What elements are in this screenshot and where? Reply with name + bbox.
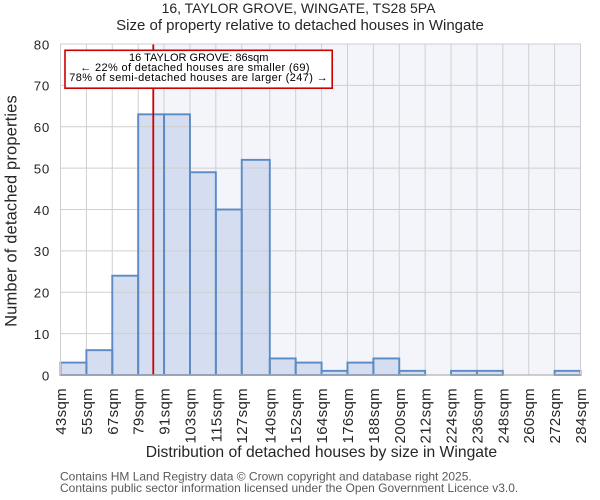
svg-text:40: 40: [34, 203, 50, 218]
svg-text:43sqm: 43sqm: [53, 388, 70, 435]
svg-text:176sqm: 176sqm: [340, 388, 357, 443]
svg-text:224sqm: 224sqm: [444, 388, 461, 443]
svg-text:115sqm: 115sqm: [208, 388, 225, 442]
svg-text:212sqm: 212sqm: [418, 388, 435, 443]
svg-text:16 TAYLOR GROVE: 86sqm: 16 TAYLOR GROVE: 86sqm: [129, 52, 268, 64]
svg-text:103sqm: 103sqm: [182, 388, 199, 443]
svg-text:Contains public sector informa: Contains public sector information licen…: [60, 481, 518, 495]
svg-text:91sqm: 91sqm: [157, 388, 174, 435]
svg-text:78% of semi-detached houses ar: 78% of semi-detached houses are larger (…: [69, 72, 328, 84]
svg-text:284sqm: 284sqm: [573, 388, 590, 443]
svg-text:260sqm: 260sqm: [521, 388, 538, 443]
svg-text:70: 70: [34, 79, 50, 94]
svg-text:164sqm: 164sqm: [314, 388, 331, 443]
svg-text:30: 30: [34, 244, 50, 259]
svg-text:200sqm: 200sqm: [392, 388, 409, 443]
svg-text:236sqm: 236sqm: [469, 388, 486, 443]
svg-text:80: 80: [34, 37, 50, 52]
svg-text:20: 20: [34, 286, 50, 301]
svg-text:Size of property relative to d: Size of property relative to detached ho…: [116, 17, 484, 34]
svg-text:16, TAYLOR GROVE, WINGATE, TS2: 16, TAYLOR GROVE, WINGATE, TS28 5PA: [162, 0, 437, 16]
svg-text:127sqm: 127sqm: [234, 388, 251, 443]
svg-text:272sqm: 272sqm: [547, 388, 564, 443]
svg-text:248sqm: 248sqm: [495, 388, 512, 443]
svg-text:79sqm: 79sqm: [131, 388, 148, 435]
svg-text:55sqm: 55sqm: [79, 388, 96, 435]
svg-text:10: 10: [34, 327, 50, 342]
svg-text:60: 60: [34, 120, 50, 135]
svg-text:140sqm: 140sqm: [262, 388, 279, 443]
svg-text:← 22% of detached houses are s: ← 22% of detached houses are smaller (69…: [80, 62, 310, 74]
svg-text:152sqm: 152sqm: [288, 388, 305, 443]
svg-text:Number of detached properties: Number of detached properties: [3, 95, 21, 327]
svg-text:Contains HM Land Registry data: Contains HM Land Registry data © Crown c…: [60, 470, 472, 484]
svg-text:188sqm: 188sqm: [366, 388, 383, 443]
svg-text:67sqm: 67sqm: [105, 388, 122, 435]
svg-text:Distribution of detached house: Distribution of detached houses by size …: [146, 444, 498, 461]
svg-text:0: 0: [42, 368, 50, 383]
svg-text:50: 50: [34, 161, 50, 176]
